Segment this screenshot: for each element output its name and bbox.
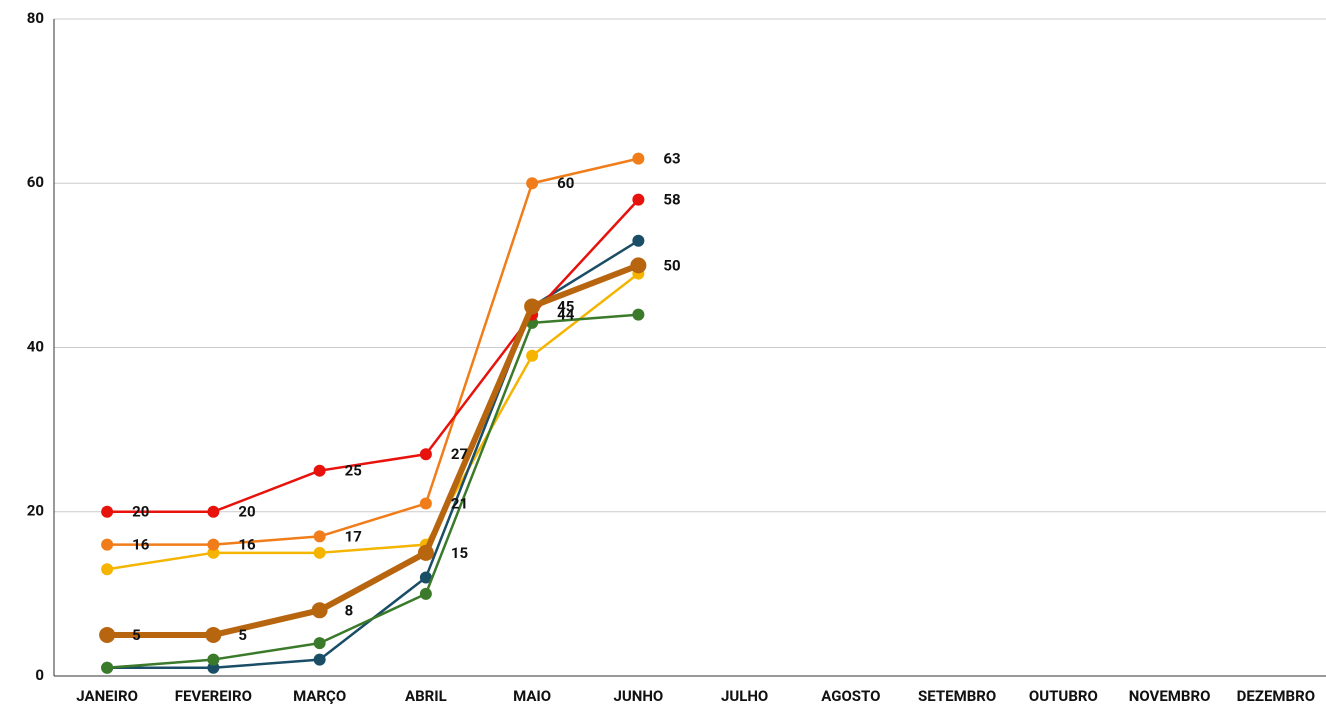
data-point xyxy=(207,653,220,666)
data-label: 45 xyxy=(557,297,574,315)
x-tick-label: FEVEREIRO xyxy=(175,687,252,704)
data-point xyxy=(207,538,220,551)
data-label: 25 xyxy=(345,462,362,480)
series-line xyxy=(107,198,640,513)
x-tick-label: ABRIL xyxy=(405,687,447,704)
x-tick-label: MAIO xyxy=(513,687,551,704)
data-point xyxy=(524,298,541,315)
x-tick-label: JANEIRO xyxy=(76,687,138,704)
x-tick-label: SETEMBRO xyxy=(918,687,996,704)
series-line xyxy=(107,313,639,670)
x-tick-label: OUTUBRO xyxy=(1029,687,1098,704)
data-point xyxy=(207,546,220,559)
data-label: 8 xyxy=(345,601,354,619)
data-label: 63 xyxy=(663,150,680,168)
y-tick-label: 80 xyxy=(27,9,44,27)
y-tick-label: 40 xyxy=(27,337,44,355)
data-point xyxy=(526,177,539,190)
x-tick-label: MARÇO xyxy=(293,687,346,704)
data-point xyxy=(632,308,645,321)
data-point xyxy=(630,257,647,274)
series-line xyxy=(106,272,640,571)
x-tick-label: JUNHO xyxy=(613,687,663,704)
x-tick-label: NOVEMBRO xyxy=(1129,687,1211,704)
data-point xyxy=(419,587,432,600)
data-label: 20 xyxy=(132,503,149,521)
data-point xyxy=(313,637,326,650)
data-point xyxy=(101,563,114,576)
data-point xyxy=(419,497,432,510)
series-line xyxy=(107,262,640,638)
data-point xyxy=(313,653,326,666)
data-point xyxy=(632,152,645,165)
data-point xyxy=(632,193,645,206)
series-line xyxy=(107,157,639,546)
data-point xyxy=(632,234,645,247)
data-label: 58 xyxy=(663,191,680,209)
data-point xyxy=(419,571,432,584)
data-label: 20 xyxy=(238,503,255,521)
x-tick-label: DEZEMBRO xyxy=(1237,687,1315,704)
data-point xyxy=(419,448,432,461)
data-label: 5 xyxy=(238,626,247,644)
data-point xyxy=(101,661,114,674)
data-label: 16 xyxy=(238,536,256,554)
data-label: 15 xyxy=(451,544,468,562)
data-point xyxy=(313,546,326,559)
data-label: 16 xyxy=(132,536,150,554)
data-label: 60 xyxy=(557,174,574,192)
data-label: 50 xyxy=(663,256,680,274)
data-point xyxy=(99,626,116,643)
data-point xyxy=(101,538,114,551)
y-tick-label: 0 xyxy=(35,666,44,684)
data-label: 5 xyxy=(132,626,141,644)
data-label: 27 xyxy=(451,445,468,463)
data-label: 17 xyxy=(345,527,362,545)
data-label: 44 xyxy=(557,306,575,324)
data-point xyxy=(207,661,220,674)
y-tick-label: 20 xyxy=(27,502,44,520)
x-tick-label: AGOSTO xyxy=(821,687,880,704)
y-tick-label: 60 xyxy=(27,173,44,191)
data-point xyxy=(526,349,539,362)
data-point xyxy=(101,505,114,518)
x-tick-label: JULHO xyxy=(721,687,768,704)
data-point xyxy=(313,530,326,543)
data-point xyxy=(417,544,434,561)
data-point xyxy=(205,626,222,643)
data-label: 21 xyxy=(451,495,468,513)
data-point xyxy=(313,464,326,477)
data-point xyxy=(311,602,328,619)
data-point xyxy=(207,505,220,518)
